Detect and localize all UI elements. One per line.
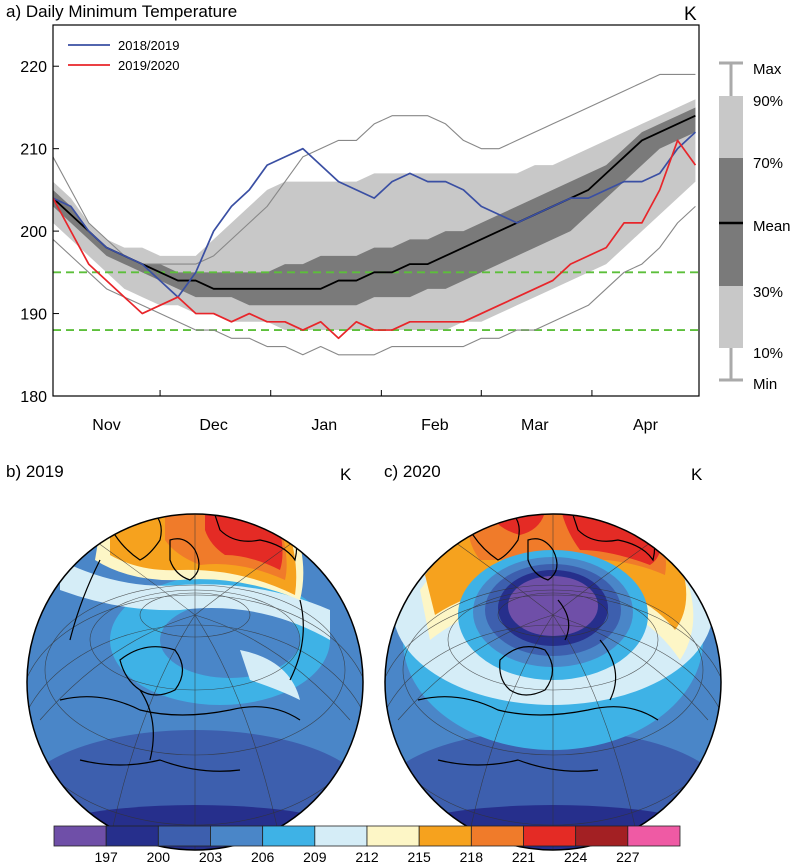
- x-tick-label-dec: Dec: [199, 417, 227, 434]
- colorbar-segment-6: [366, 825, 420, 847]
- shade-key-70: 70%: [753, 155, 783, 172]
- panel-c-unit: K: [691, 465, 703, 484]
- panel-a-unit: K: [684, 4, 697, 25]
- y-tick-label-200: 200: [20, 224, 47, 241]
- y-tick-label-220: 220: [20, 59, 47, 76]
- colorbar-segment-11: [627, 825, 681, 847]
- shade-key-30: 30%: [753, 284, 783, 301]
- colorbar-segment-7: [418, 825, 472, 847]
- panel-c-title: c) 2020: [384, 462, 441, 481]
- colorbar-segment-2: [157, 825, 211, 847]
- colorbar-label-209: 209: [303, 849, 327, 864]
- colorbar-segment-8: [470, 825, 524, 847]
- colorbar-segment-4: [262, 825, 316, 847]
- colorbar-label-212: 212: [355, 849, 379, 864]
- x-tick-label-feb: Feb: [421, 417, 449, 434]
- y-axis: 180 190 200 210 220: [20, 59, 59, 406]
- x-tick-label-jan: Jan: [311, 417, 337, 434]
- shade-key: Max 90% 70% Mean 30% 10% Min: [719, 61, 791, 393]
- colorbar-label-206: 206: [251, 849, 275, 864]
- shade-key-max: Max: [753, 61, 782, 78]
- plot-frame: [52, 24, 700, 397]
- shade-key-90: 90%: [753, 93, 783, 110]
- series-line-min: [53, 205, 696, 356]
- panel-a: a) Daily Minimum Temperature K 180 190 200…: [6, 2, 791, 434]
- y-tick-label-180: 180: [20, 389, 47, 406]
- band-30-70: [53, 107, 696, 306]
- series-line-mean: [53, 114, 696, 290]
- colorbar-segment-3: [210, 825, 264, 847]
- panel-c: c) 2020 K: [384, 462, 722, 851]
- colorbar-segment-0: [53, 825, 107, 847]
- map-2019-border: [26, 513, 364, 851]
- colorbar: 197 200 203 206 209 212 215 218 221 224 227: [53, 825, 681, 864]
- colorbar-label-221: 221: [512, 849, 536, 864]
- colorbar-label-227: 227: [616, 849, 640, 864]
- x-tick-label-mar: Mar: [521, 417, 549, 434]
- series-line-max: [53, 73, 696, 265]
- colorbar-segment-1: [105, 825, 159, 847]
- map-2020-border: [384, 513, 722, 851]
- series-lines: [53, 73, 697, 356]
- colorbar-segment-10: [575, 825, 629, 847]
- legend-label-2019-2020: 2019/2020: [118, 58, 179, 73]
- series-line-2018-2019: [53, 131, 697, 298]
- colorbar-segment-5: [314, 825, 368, 847]
- y-tick-label-210: 210: [20, 142, 47, 159]
- colorbar-label-200: 200: [147, 849, 171, 864]
- shade-key-upper-band: [719, 96, 743, 158]
- panel-b-title: b) 2019: [6, 462, 64, 481]
- panel-b: b) 2019 K: [6, 462, 364, 851]
- colorbar-label-218: 218: [460, 849, 484, 864]
- shade-key-min: Min: [753, 376, 777, 393]
- colorbar-label-215: 215: [407, 849, 431, 864]
- series-line-2019-2020: [53, 139, 697, 340]
- panel-a-title: a) Daily Minimum Temperature: [6, 2, 237, 21]
- colorbar-label-224: 224: [564, 849, 588, 864]
- x-tick-label-apr: Apr: [633, 417, 659, 434]
- y-tick-label-190: 190: [20, 307, 47, 324]
- colorbar-segment-9: [523, 825, 577, 847]
- map-2019: [27, 514, 363, 850]
- shade-key-lower-band: [719, 286, 743, 348]
- panel-b-unit: K: [340, 465, 352, 484]
- colorbar-label-197: 197: [94, 849, 118, 864]
- colorbar-label-203: 203: [199, 849, 223, 864]
- legend: 2018/2019 2019/2020: [68, 38, 179, 73]
- shade-key-mean: Mean: [753, 218, 791, 235]
- shade-key-10: 10%: [753, 345, 783, 362]
- map-2020: [385, 514, 721, 850]
- legend-label-2018-2019: 2018/2019: [118, 38, 179, 53]
- x-axis: Nov Dec Jan Feb Mar Apr: [52, 390, 700, 434]
- x-tick-label-nov: Nov: [92, 417, 120, 434]
